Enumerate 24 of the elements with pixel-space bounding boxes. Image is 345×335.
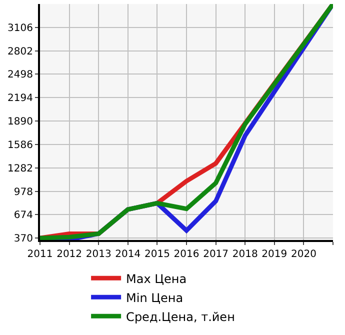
y-tick-label: 1282 (8, 163, 33, 174)
x-tick-label: 2012 (56, 249, 82, 260)
y-tick-label: 2802 (8, 46, 33, 58)
y-tick-label: 674 (14, 210, 33, 222)
x-tick-label: 2017 (203, 249, 229, 260)
x-tick-label: 2019 (262, 249, 288, 260)
x-tick-label: 2011 (27, 249, 53, 260)
y-tick-label: 1890 (8, 116, 33, 128)
y-tick-label: 2194 (8, 93, 33, 104)
y-tick-label: 2498 (8, 70, 33, 81)
legend-label: Сред.Цена, т.йен (126, 310, 235, 324)
line-series (40, 4, 333, 240)
x-tick-label: 2018 (232, 249, 258, 260)
y-tick-label: 370 (14, 234, 33, 245)
y-tick-label: 978 (14, 186, 33, 198)
x-tick-label: 2014 (115, 249, 141, 260)
y-tick-label: 3106 (8, 22, 33, 34)
legend-label: Min Цена (126, 290, 184, 305)
legend-label: Max Цена (126, 272, 187, 286)
y-tick-label: 1586 (8, 140, 33, 151)
x-tick-label: 2013 (86, 249, 112, 260)
x-tick-label: 2020 (290, 249, 316, 260)
x-tick-label: 2015 (144, 249, 170, 260)
x-tick-label: 2016 (174, 249, 200, 260)
